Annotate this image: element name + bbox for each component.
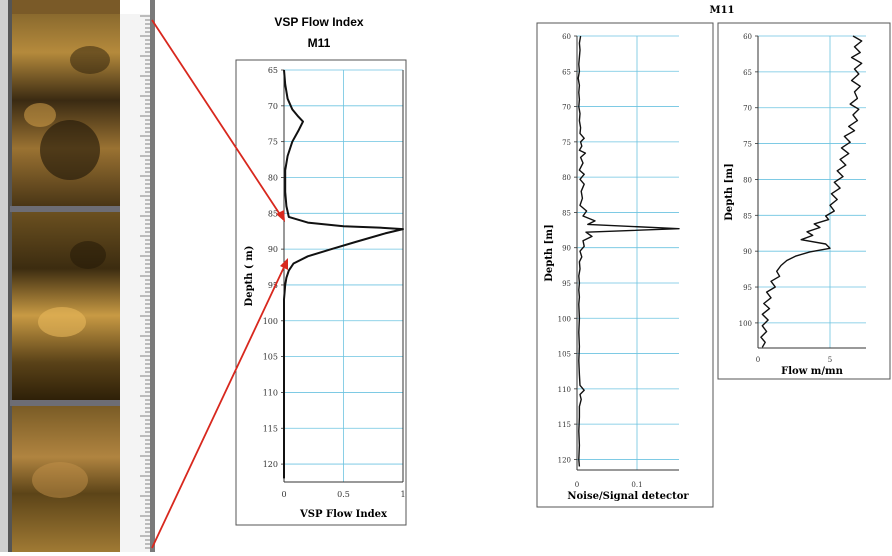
chart-frame bbox=[536, 22, 714, 508]
x-tick-label: 1 bbox=[400, 490, 405, 499]
y-tick-label: 85 bbox=[268, 209, 278, 218]
y-tick-label: 120 bbox=[558, 456, 571, 464]
correlation-arrows bbox=[151, 19, 288, 549]
y-tick-label: 120 bbox=[263, 460, 278, 469]
y-tick-label: 60 bbox=[743, 33, 752, 41]
series-line bbox=[577, 35, 680, 467]
y-tick-label: 65 bbox=[562, 68, 571, 76]
y-tick-label: 105 bbox=[558, 351, 571, 359]
chart-subtitle: M11 bbox=[308, 36, 331, 50]
y-tick-label: 110 bbox=[263, 388, 278, 397]
y-tick-label: 100 bbox=[263, 317, 278, 326]
y-tick-label: 85 bbox=[562, 209, 571, 217]
x-axis-label: Noise/Signal detector bbox=[567, 491, 689, 502]
x-tick-label: 0 bbox=[281, 490, 286, 499]
borehole-image-strip bbox=[0, 0, 155, 552]
chart-1: 65 70 75 80 85 90 95 100 105 110 115 120 0 0.5 1 VSP Fl… bbox=[235, 15, 407, 526]
series-line bbox=[283, 69, 404, 479]
y-tick-label: 95 bbox=[562, 280, 571, 288]
y-tick-label: 100 bbox=[558, 315, 571, 323]
chart-title: VSP Flow Index bbox=[274, 15, 363, 29]
y-tick-label: 80 bbox=[743, 176, 752, 184]
y-tick-label: 105 bbox=[263, 353, 278, 362]
y-tick-label: 100 bbox=[739, 320, 752, 328]
y-tick-label: 75 bbox=[743, 141, 752, 149]
y-tick-label: 90 bbox=[743, 248, 752, 256]
y-tick-label: 70 bbox=[562, 104, 571, 112]
arrow-top bbox=[151, 19, 282, 217]
x-tick-label: 0 bbox=[756, 356, 760, 364]
arrow-top-head bbox=[276, 210, 285, 222]
chart-frame bbox=[717, 22, 891, 380]
chart-2: 60 65 70 75 80 85 90 95 100 105 110 115 120 0 0.1 Noise… bbox=[536, 5, 735, 508]
arrow-bottom-head bbox=[280, 258, 288, 270]
y-tick-label: 95 bbox=[743, 284, 752, 292]
y-tick-label: 75 bbox=[268, 138, 278, 147]
y-tick-label: 115 bbox=[263, 424, 278, 433]
y-axis-label: Depth [m] bbox=[724, 163, 735, 220]
y-tick-label: 110 bbox=[558, 386, 571, 394]
series-line bbox=[760, 35, 863, 348]
y-tick-label: 85 bbox=[743, 212, 752, 220]
y-tick-label: 80 bbox=[268, 173, 278, 182]
x-tick-label: 0 bbox=[575, 481, 579, 489]
core-section-2 bbox=[12, 212, 120, 400]
x-axis-label: VSP Flow Index bbox=[299, 509, 388, 520]
x-tick-label: 0.1 bbox=[631, 481, 642, 489]
y-tick-label: 80 bbox=[562, 174, 571, 182]
y-tick-label: 90 bbox=[562, 245, 571, 253]
x-tick-label: 0.5 bbox=[337, 490, 350, 499]
chart-title: M11 bbox=[710, 5, 735, 16]
y-tick-label: 70 bbox=[268, 102, 278, 111]
y-tick-label: 115 bbox=[558, 421, 571, 429]
chart-3: 60 65 70 75 80 85 90 95 100 0 5 Flow m/mn Depth [m] bbox=[717, 22, 891, 380]
y-tick-label: 60 bbox=[562, 33, 571, 41]
y-tick-label: 65 bbox=[743, 69, 752, 77]
arrow-bottom bbox=[151, 264, 286, 549]
y-axis-label: Depth ( m) bbox=[244, 246, 255, 307]
chart-frame bbox=[235, 59, 407, 526]
y-tick-label: 95 bbox=[268, 281, 278, 290]
x-tick-label: 5 bbox=[828, 356, 832, 364]
y-tick-label: 90 bbox=[268, 245, 278, 254]
y-tick-label: 75 bbox=[562, 139, 571, 147]
x-axis-label: Flow m/mn bbox=[781, 366, 843, 377]
y-tick-label: 70 bbox=[743, 105, 752, 113]
y-axis-label: Depth [m] bbox=[544, 224, 555, 281]
y-tick-label: 65 bbox=[268, 66, 278, 75]
